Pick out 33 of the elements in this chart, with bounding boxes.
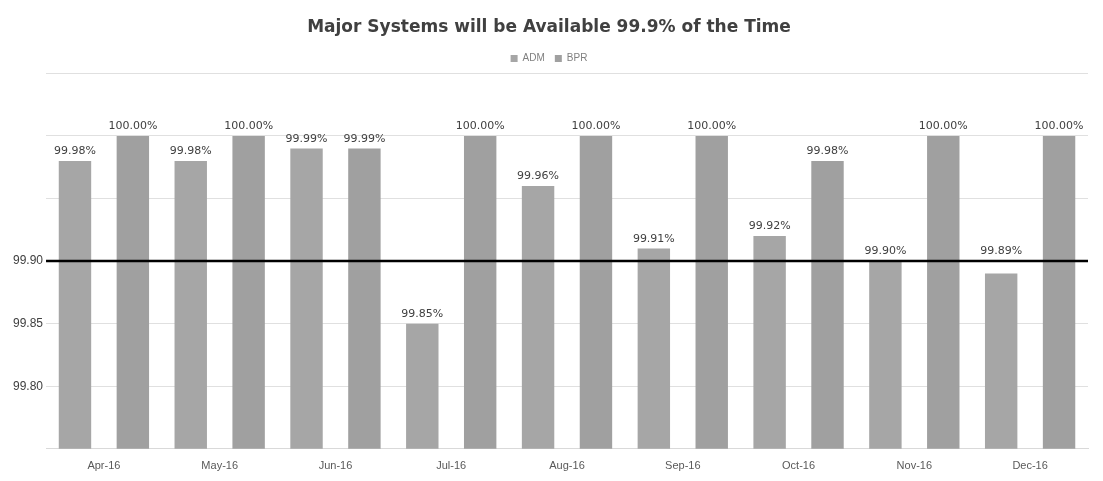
- y-tick-label: 99.80: [13, 378, 44, 393]
- y-tick-label: 99.90: [13, 253, 44, 268]
- data-label: 99.90%: [864, 244, 907, 258]
- data-label: 99.92%: [748, 219, 791, 233]
- data-label: 100.00%: [455, 119, 505, 133]
- x-tick-label: Apr-16: [87, 459, 121, 472]
- x-tick-label: May-16: [201, 459, 239, 472]
- x-tick-label: Aug-16: [549, 459, 585, 472]
- data-label: 99.91%: [632, 231, 675, 245]
- data-label: 99.98%: [54, 144, 96, 158]
- data-label: 99.96%: [517, 169, 560, 183]
- data-label: 100.00%: [108, 119, 158, 133]
- legend-label: BPR: [566, 52, 588, 64]
- data-label: 99.85%: [401, 307, 444, 321]
- x-tick-label: Jul-16: [436, 459, 467, 472]
- data-label: 99.89%: [980, 244, 1023, 258]
- data-label: 100.00%: [687, 119, 737, 133]
- data-label: 100.00%: [918, 119, 968, 133]
- x-tick-label: Dec-16: [1012, 459, 1048, 472]
- y-tick-label: 99.85: [13, 315, 44, 330]
- data-label: 99.98%: [169, 144, 212, 158]
- chart-title: Major Systems will be Available 99.9% of the Time: [307, 15, 791, 36]
- x-tick-label: Oct-16: [782, 459, 816, 472]
- data-label: 99.98%: [806, 144, 849, 158]
- data-label: 99.99%: [343, 131, 386, 145]
- x-tick-label: Jun-16: [318, 459, 353, 472]
- x-tick-label: Nov-16: [896, 459, 933, 472]
- data-label: 100.00%: [224, 119, 274, 133]
- data-label: 99.99%: [285, 131, 328, 145]
- data-label: 100.00%: [571, 119, 621, 133]
- data-label: 100.00%: [1034, 119, 1084, 133]
- legend-label: ADM: [522, 52, 545, 64]
- x-tick-label: Sep-16: [665, 459, 701, 472]
